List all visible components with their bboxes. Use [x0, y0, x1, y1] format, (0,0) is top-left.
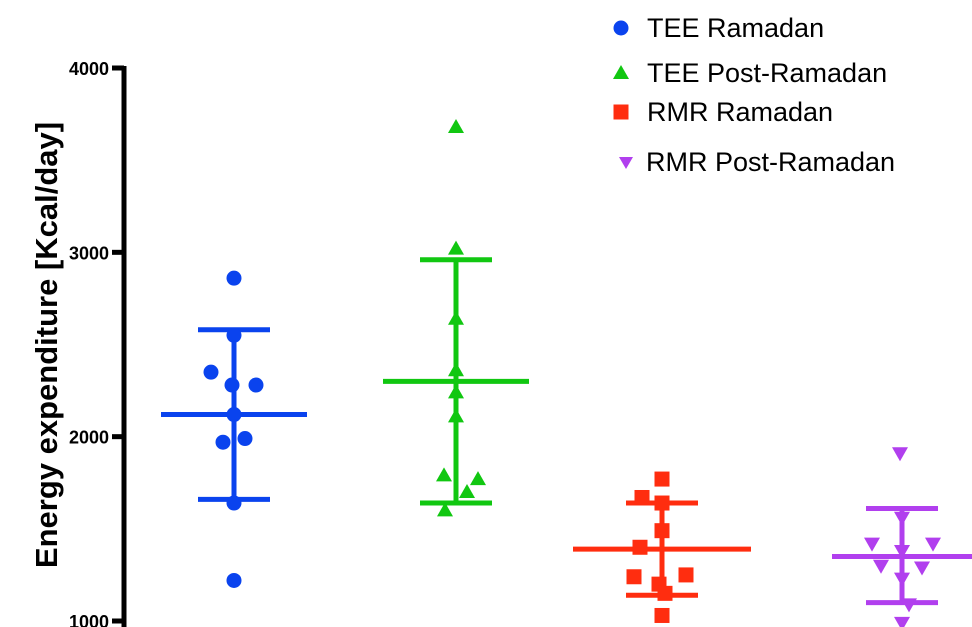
legend: TEE Ramadan TEE Post-Ramadan RMR Ramadan RM… [613, 13, 895, 177]
legend-item: RMR Ramadan [613, 97, 833, 127]
data-point [448, 384, 464, 399]
data-point [248, 377, 264, 393]
data-point [237, 431, 253, 447]
data-point [873, 559, 889, 574]
data-point [914, 561, 930, 576]
data-point [678, 567, 694, 583]
data-point [226, 572, 242, 588]
legend-label: TEE Ramadan [647, 13, 824, 43]
data-point [864, 537, 880, 552]
data-point [894, 572, 910, 587]
legend-triangle-down-icon [619, 157, 633, 169]
data-point [894, 511, 910, 526]
y-axis-title: Energy expenditure [Kcal/day] [29, 122, 64, 568]
data-point [436, 467, 452, 482]
legend-label: RMR Post-Ramadan [646, 147, 895, 177]
data-point [925, 537, 941, 552]
y-tick-label: 1000 [69, 612, 109, 627]
data-point [634, 489, 650, 505]
y-tick-label: 3000 [69, 243, 109, 263]
y-ticks: 1000 2000 3000 4000 [69, 59, 124, 627]
data-point [226, 327, 242, 343]
data-point [901, 598, 917, 613]
legend-label: TEE Post-Ramadan [647, 58, 887, 88]
data-point [448, 362, 464, 377]
data-point [626, 569, 642, 585]
data-point [448, 310, 464, 325]
data-point [226, 270, 242, 286]
y-tick-label: 2000 [69, 428, 109, 448]
data-point [226, 407, 242, 423]
data-point [654, 523, 670, 539]
legend-label: RMR Ramadan [647, 97, 833, 127]
series-rmr-post-ramadan [832, 447, 972, 627]
data-point [459, 483, 475, 498]
data-point [892, 447, 908, 462]
data-point [894, 616, 910, 627]
data-point [654, 471, 670, 487]
legend-item: TEE Post-Ramadan [613, 58, 887, 88]
legend-item: TEE Ramadan [613, 13, 824, 43]
series-tee-post-ramadan [383, 118, 529, 517]
legend-triangle-up-icon [613, 65, 629, 79]
legend-circle-icon [613, 20, 629, 36]
series-tee-ramadan [161, 270, 307, 588]
y-tick-label: 4000 [69, 59, 109, 79]
data-point [448, 118, 464, 133]
data-point [654, 495, 670, 511]
data-point [226, 495, 242, 511]
data-point [224, 377, 240, 393]
data-point [632, 539, 648, 555]
data-point [470, 471, 486, 486]
legend-square-icon [613, 104, 629, 120]
plot-area [161, 118, 972, 627]
data-point [894, 544, 910, 559]
data-point [203, 364, 219, 380]
series-rmr-ramadan [573, 471, 751, 623]
data-point [654, 607, 670, 623]
data-point [437, 502, 453, 517]
data-point [448, 408, 464, 423]
legend-item: RMR Post-Ramadan [619, 147, 895, 177]
data-point [657, 585, 673, 601]
data-point [448, 240, 464, 255]
data-point [215, 434, 231, 450]
